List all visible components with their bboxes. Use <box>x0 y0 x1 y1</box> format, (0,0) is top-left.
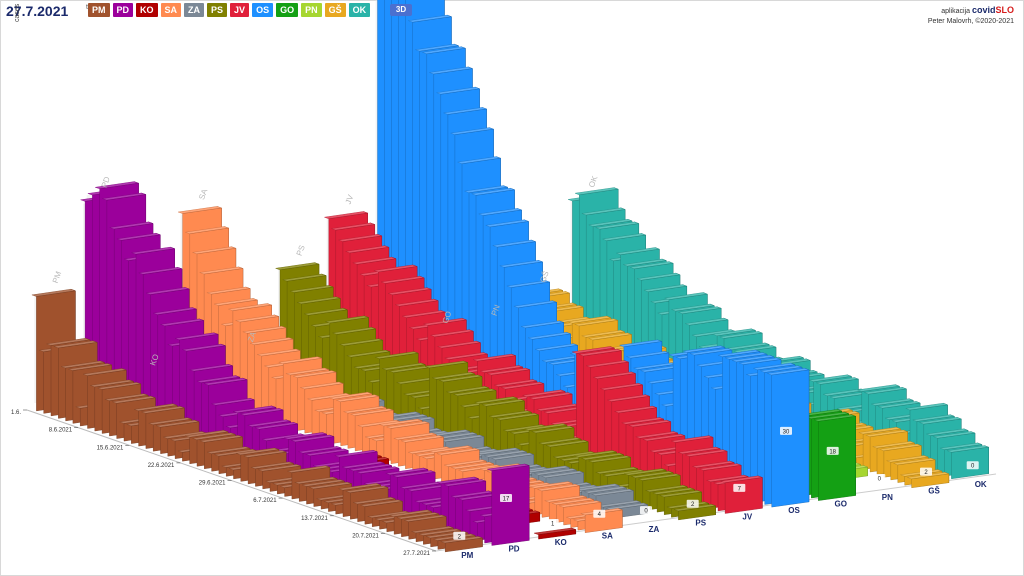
back-label-ok: OK <box>587 174 600 189</box>
bar-go-57 <box>818 416 856 501</box>
value-tag-bg-pm <box>453 531 466 540</box>
date-tick-label: 27.7.2021 <box>403 551 430 557</box>
series-label-pm: PM <box>461 551 473 560</box>
value-tag-bg-gš <box>920 467 932 476</box>
date-tick-label: 20.7.2021 <box>352 533 379 539</box>
legend-item-pm[interactable]: PM <box>88 3 110 17</box>
series-label-jv: JV <box>742 512 752 521</box>
brand-logo: covidSLO <box>972 5 1014 15</box>
author-credit: Peter Malovrh, ©2020-2021 <box>927 18 1014 25</box>
back-label-pn: PN <box>490 303 502 317</box>
bar-os-57 <box>771 369 810 508</box>
value-tag-bg-jv <box>733 483 746 492</box>
back-label-jv: JV <box>344 193 356 205</box>
value-label-os: 30 <box>783 429 790 435</box>
legend-item-ok[interactable]: OK <box>348 3 371 17</box>
y-axis-label: cases <box>14 3 21 22</box>
value-label-gš: 2 <box>924 470 928 476</box>
back-label-sa: SA <box>197 187 209 201</box>
legend-item-gš[interactable]: GŠ <box>324 3 346 17</box>
date-tick-label: 6.7.2021 <box>253 498 277 504</box>
legend-item-os[interactable]: OS <box>252 3 274 17</box>
date-tick-label: 13.7.2021 <box>301 516 328 522</box>
legend-item-go[interactable]: GO <box>276 3 299 17</box>
date-tick-label: 8.6.2021 <box>49 428 73 434</box>
legend-item-pd[interactable]: PD <box>112 3 134 17</box>
value-tag-bg-za <box>640 506 652 515</box>
date-tick-label: 15.6.2021 <box>97 445 124 451</box>
legend-item-sa[interactable]: SA <box>160 3 182 17</box>
brand-main: covid <box>971 5 996 15</box>
bar-pd-57 <box>491 465 530 546</box>
date-title: 27.7.2021 <box>6 3 69 19</box>
back-label-za: ZA <box>246 330 258 343</box>
credits-prefix: aplikacija <box>941 8 971 15</box>
value-label-pn: 0 <box>878 477 882 483</box>
value-tag-bg-ok <box>966 461 979 470</box>
legend-item-pn[interactable]: PN <box>301 3 322 17</box>
bar-gš-57 <box>911 473 950 489</box>
back-label-gš: GŠ <box>538 270 550 284</box>
series-label-ok: OK <box>975 480 987 489</box>
value-label-jv: 7 <box>738 486 742 492</box>
back-label-pm: PM <box>51 270 64 285</box>
series-label-pn: PN <box>882 493 893 502</box>
series-label-ps: PS <box>695 519 706 528</box>
series-label-go: GO <box>834 500 846 509</box>
value-label-go: 18 <box>829 449 836 455</box>
value-label-ok: 0 <box>971 464 975 470</box>
back-label-ko: KO <box>148 353 160 367</box>
legend-item-jv[interactable]: JV <box>230 3 250 17</box>
series-label-sa: SA <box>602 532 613 541</box>
value-tag-bg-pd <box>500 494 512 502</box>
value-label-ps: 2 <box>691 502 695 508</box>
series-label-pd: PD <box>508 544 519 553</box>
date-tick-label: 29.6.2021 <box>199 481 226 487</box>
back-label-pd: PD <box>100 175 112 189</box>
series-label-os: OS <box>788 506 800 515</box>
toggle-3d-button[interactable]: 3D <box>390 4 412 16</box>
credits: aplikacija covidSLO Peter Malovrh, ©2020… <box>928 5 1014 27</box>
value-label-sa: 4 <box>598 512 602 518</box>
series-label-za: ZA <box>649 525 660 534</box>
date-tick-label: 22.6.2021 <box>148 463 175 469</box>
value-tag-bg-ko <box>546 519 559 527</box>
value-label-pd: 17 <box>503 497 510 503</box>
series-label-ko: KO <box>555 538 567 547</box>
back-label-ps: PS <box>295 244 307 257</box>
bar-ko-57 <box>538 529 576 540</box>
bar-pm-57 <box>445 537 483 553</box>
value-label-za: 0 <box>644 509 648 515</box>
bar-jv-57 <box>724 477 763 514</box>
legend-item-ps[interactable]: PS <box>207 3 228 17</box>
value-tag-bg-ps <box>686 499 699 508</box>
value-tag-bg-go <box>826 446 839 455</box>
brand-accent: SLO <box>995 5 1014 15</box>
value-label-ko: 1 <box>551 522 555 528</box>
legend-item-za[interactable]: ZA <box>184 3 205 17</box>
value-label-pm: 2 <box>458 534 462 540</box>
value-tag-bg-pn <box>873 474 886 482</box>
value-tag-bg-os <box>780 426 792 435</box>
back-label-go: GO <box>441 310 454 325</box>
legend-item-ko[interactable]: KO <box>136 3 158 17</box>
value-tag-bg-sa <box>593 509 606 518</box>
date-tick-label: 1.6. <box>11 410 21 416</box>
bar-ps-57 <box>678 505 716 521</box>
series-label-gš: GŠ <box>928 487 940 496</box>
region-legend: PM PD KO SA ZA PS JV OS GO PN GŠ OK <box>88 3 371 17</box>
